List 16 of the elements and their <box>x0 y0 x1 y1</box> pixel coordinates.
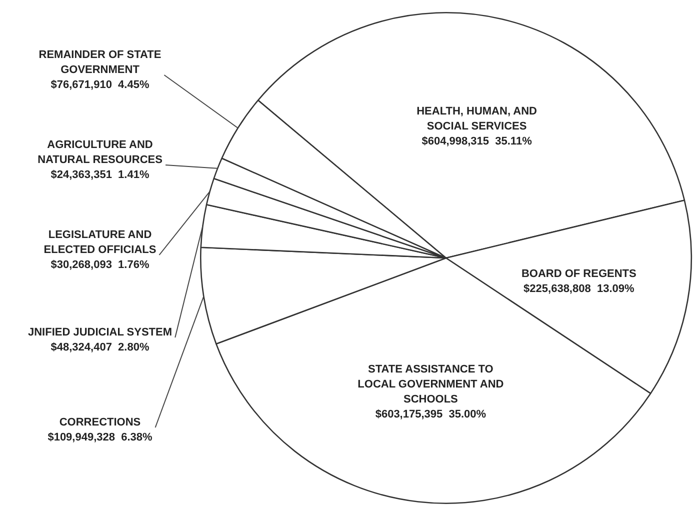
data-label: $604,998,315 35.11% <box>422 136 532 148</box>
slice-label: LEGISLATURE AND ELECTED OFFICIALS <box>44 229 156 256</box>
data-label: $24,363,351 1.41% <box>50 169 150 182</box>
slice-label: HEALTH, HUMAN, AND SOCIAL SERVICES <box>416 106 538 133</box>
slice-label: REMAINDER OF STATE GOVERNMENT <box>38 49 162 76</box>
slice-label: CORRECTIONS <box>59 416 141 429</box>
data-label: $30,268,093 1.76% <box>50 259 150 272</box>
data-label: $109,949,328 6.38% <box>48 432 153 444</box>
data-label: $225,638,808 13.09% <box>524 282 634 295</box>
data-label: $76,671,910 4.45% <box>50 79 150 92</box>
data-label: $603,175,395 35.00% <box>375 408 486 421</box>
slice-label: AGRICULTURE AND NATURAL RESOURCES <box>38 139 162 166</box>
data-label: $48,324,407 2.80% <box>50 342 150 354</box>
slice-label: JNIFIED JUDICIAL SYSTEM <box>28 326 172 339</box>
slice-label: BOARD OF REGENTS <box>521 268 636 280</box>
slice-label: STATE ASSISTANCE TO LOCAL GOVERNMENT AND SCHOOLS <box>358 364 504 406</box>
